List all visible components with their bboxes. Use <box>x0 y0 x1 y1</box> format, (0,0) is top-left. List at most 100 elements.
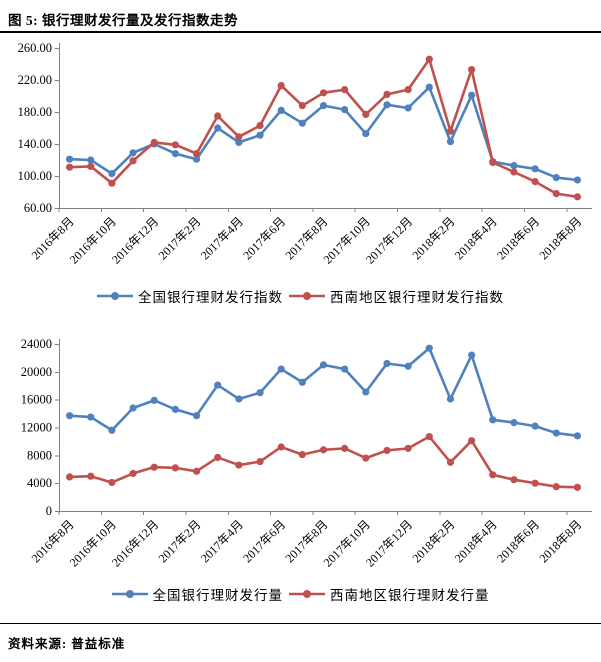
data-point <box>446 127 455 135</box>
y-tick-label: 16000 <box>21 393 52 407</box>
data-point <box>362 130 370 138</box>
legend-label: 西南地区银行理财发行指数 <box>330 290 504 305</box>
data-point <box>510 419 518 427</box>
legend-label: 西南地区银行理财发行量 <box>330 588 490 603</box>
data-point <box>277 82 285 90</box>
data-point <box>341 444 349 452</box>
series-西南地区银行理财发行量 <box>65 432 582 491</box>
legend-marker-icon <box>111 590 148 598</box>
data-point <box>319 361 328 369</box>
data-point <box>108 179 116 187</box>
x-tick-label: 2018年6月 <box>494 517 542 565</box>
data-point <box>341 365 349 373</box>
data-point <box>65 155 74 163</box>
data-point <box>256 131 264 139</box>
data-point <box>510 476 518 484</box>
data-point <box>362 110 370 118</box>
data-point <box>192 467 201 475</box>
y-tick-label: 8000 <box>27 448 52 462</box>
data-point <box>552 483 560 491</box>
data-point <box>319 89 328 97</box>
data-point <box>150 463 158 471</box>
y-tick-labels: 60.00 100.00 140.00 180.00 220.00 260.00 <box>18 41 52 215</box>
data-point <box>552 190 560 198</box>
legend-item: 西南地区银行理财发行量 <box>289 584 490 604</box>
data-point <box>65 412 74 420</box>
data-point <box>404 362 412 370</box>
index-chart: 60.00 100.00 140.00 180.00 220.00 260.00 2016年… <box>18 41 592 267</box>
y-tick-label: 4000 <box>27 476 52 490</box>
data-point <box>531 178 539 186</box>
data-point <box>65 473 74 481</box>
data-point <box>129 469 137 478</box>
legend-item: 西南地区银行理财发行指数 <box>289 286 504 306</box>
data-point <box>468 91 476 99</box>
x-tick-label: 2017年6月 <box>240 517 288 565</box>
data-point <box>214 112 222 120</box>
axes <box>55 43 592 212</box>
x-tick-label: 2018年4月 <box>452 214 500 262</box>
y-tick-labels: 0 4000 8000 12000 16000 20000 24000 <box>21 337 52 518</box>
y-tick-label: 20000 <box>21 365 52 379</box>
data-point <box>192 155 201 163</box>
data-point <box>192 150 201 158</box>
legend-label: 全国银行理财发行量 <box>152 588 283 603</box>
data-point <box>383 446 391 455</box>
data-point <box>468 66 476 74</box>
data-point <box>573 176 582 184</box>
data-point <box>552 429 560 437</box>
volume-chart: 0 4000 8000 12000 16000 20000 24000 2016年8月2016… <box>21 337 592 570</box>
data-point <box>235 133 243 141</box>
data-point <box>171 150 179 158</box>
data-point <box>256 122 264 130</box>
x-tick-labels: 2016年8月2016年10月2016年12月2017年2月2017年4月201… <box>29 214 585 266</box>
volume-chart-legend: 全国银行理财发行量 西南地区银行理财发行量 <box>0 583 601 605</box>
legend-marker-icon <box>289 590 325 598</box>
data-point <box>573 483 582 491</box>
data-point <box>171 141 179 149</box>
data-point <box>171 405 179 414</box>
series-line <box>68 57 579 199</box>
axes <box>55 339 592 515</box>
legend-item: 全国银行理财发行指数 <box>97 286 283 306</box>
data-point <box>319 102 328 110</box>
data-point <box>235 395 243 403</box>
data-point <box>573 432 582 440</box>
index-chart-legend: 全国银行理财发行指数 西南地区银行理财发行指数 <box>0 285 601 307</box>
data-point <box>129 404 137 412</box>
data-point <box>65 163 74 171</box>
x-tick-label: 2017年4月 <box>198 517 246 565</box>
data-point <box>425 55 433 63</box>
data-point <box>341 106 349 114</box>
data-point <box>298 378 306 386</box>
data-point <box>510 162 518 170</box>
data-point <box>468 351 476 359</box>
data-point <box>298 451 306 459</box>
data-point <box>87 472 95 480</box>
data-point <box>489 471 497 479</box>
data-point <box>552 174 560 182</box>
data-point <box>489 416 497 424</box>
data-point <box>531 479 539 487</box>
x-tick-label: 2017年2月 <box>156 517 204 565</box>
data-point <box>404 104 412 112</box>
data-point <box>235 461 243 469</box>
data-point <box>277 443 285 451</box>
data-point <box>383 101 391 109</box>
y-tick-label: 100.00 <box>18 169 52 183</box>
data-point <box>298 102 306 110</box>
data-point <box>573 193 582 201</box>
series-全国银行理财发行量 <box>65 344 582 440</box>
data-point <box>214 124 222 132</box>
x-tick-label: 2018年6月 <box>494 214 542 262</box>
data-point <box>129 149 137 157</box>
legend-item: 全国银行理财发行量 <box>111 584 284 604</box>
data-point <box>425 432 433 441</box>
data-point <box>192 412 201 420</box>
data-point <box>425 344 433 352</box>
x-tick-label: 2017年2月 <box>156 214 204 262</box>
data-point <box>256 457 264 466</box>
x-tick-label: 2018年2月 <box>409 214 457 262</box>
x-tick-label: 2018年8月 <box>536 214 584 262</box>
